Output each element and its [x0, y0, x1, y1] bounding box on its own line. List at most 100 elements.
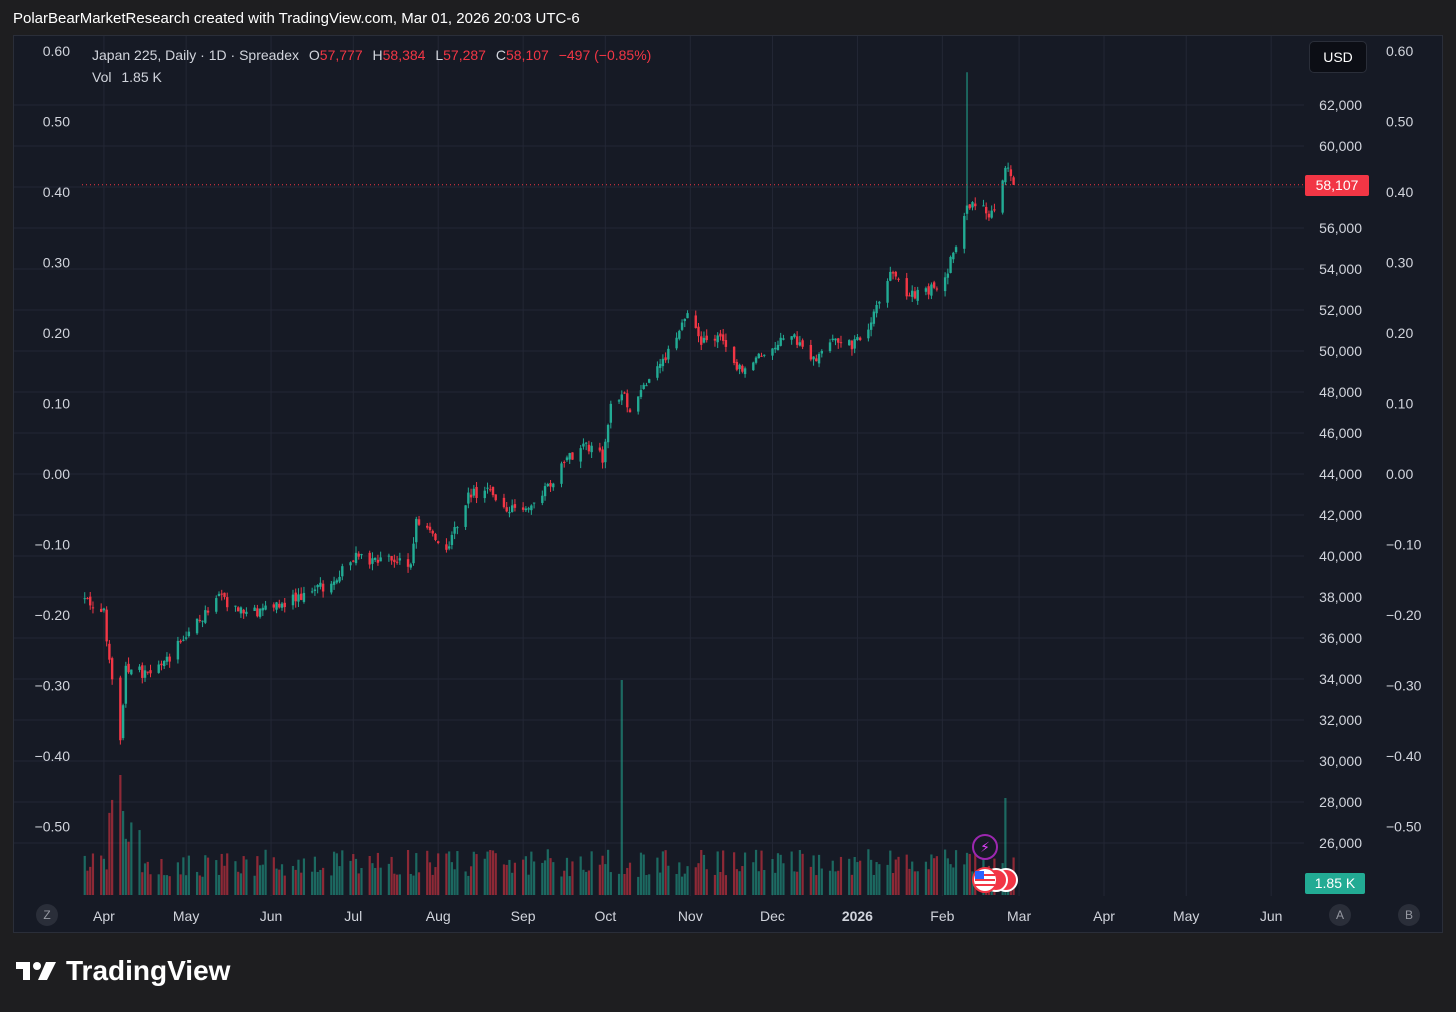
- volume-label[interactable]: Vol: [92, 69, 112, 85]
- time-tick-label: Dec: [760, 908, 785, 924]
- price-tick-label: 36,000: [1319, 630, 1362, 646]
- candle-body: [198, 619, 202, 621]
- price-tick-label: 38,000: [1319, 589, 1362, 605]
- price-tick-label: 54,000: [1319, 261, 1362, 277]
- candle-body: [735, 361, 739, 370]
- candle-body: [390, 555, 393, 561]
- candle-body: [201, 620, 204, 622]
- volume-bar: [406, 850, 410, 895]
- lightning-icon[interactable]: ⚡: [972, 834, 998, 860]
- candle-body: [335, 580, 339, 583]
- currency-button[interactable]: USD: [1309, 41, 1367, 73]
- volume-bar: [445, 853, 448, 895]
- volume-bar: [620, 680, 623, 895]
- pane-tick-label-right: 0.50: [1386, 114, 1413, 130]
- candle-body: [1012, 177, 1015, 185]
- volume-bar: [198, 875, 201, 895]
- chart-pane[interactable]: [13, 35, 1443, 933]
- pane-tick-label-left: −0.10: [35, 537, 71, 553]
- candle-body: [102, 608, 106, 611]
- volume-bar: [639, 852, 643, 895]
- zoom-reset-button[interactable]: Z: [36, 904, 58, 926]
- candle-body: [1004, 167, 1007, 183]
- price-tick-label: 32,000: [1319, 712, 1362, 728]
- candle-body: [713, 338, 717, 341]
- us-flag-icon[interactable]: [970, 866, 1020, 894]
- candle-body: [491, 487, 495, 496]
- candle-body: [571, 452, 574, 460]
- volume-bar: [774, 872, 777, 895]
- settings-b-button[interactable]: B: [1398, 904, 1420, 926]
- candle-body: [963, 216, 966, 249]
- volume-bar: [86, 870, 89, 895]
- candle-body: [954, 247, 958, 253]
- volume-bar: [867, 849, 870, 895]
- volume-bar: [83, 855, 86, 895]
- volume-bar: [678, 862, 681, 895]
- candle-body: [330, 583, 333, 593]
- volume-bar: [160, 858, 163, 895]
- symbol-label[interactable]: Japan 225, Daily · 1D · Spreadex: [92, 47, 299, 63]
- candle-body: [949, 256, 952, 273]
- candle-body: [121, 705, 125, 739]
- volume-bar: [642, 854, 645, 895]
- volume-bar: [686, 866, 689, 895]
- candle-body: [626, 393, 629, 408]
- candle-body: [130, 669, 133, 675]
- volume-bar: [124, 838, 127, 895]
- volume-bar: [302, 858, 306, 895]
- candle-body: [974, 203, 977, 207]
- candle-body: [472, 488, 476, 496]
- volume-bar: [168, 876, 171, 895]
- candle-body: [656, 366, 659, 378]
- candle-body: [817, 354, 821, 364]
- volume-bar: [489, 850, 492, 895]
- candle-body: [354, 552, 358, 564]
- price-tick-label: 44,000: [1319, 466, 1362, 482]
- tradingview-brand[interactable]: TradingView: [16, 955, 230, 987]
- volume-bar: [89, 866, 92, 895]
- candle-body: [349, 562, 352, 566]
- volume-bar: [508, 859, 511, 895]
- auto-scale-button[interactable]: A: [1329, 904, 1351, 926]
- candle-body: [502, 497, 506, 508]
- volume-bar: [165, 875, 169, 895]
- candle-body: [456, 527, 459, 529]
- candle-body: [141, 665, 144, 678]
- candle-body: [447, 546, 451, 549]
- volume-bar: [291, 865, 295, 895]
- pane-tick-label-left: −0.30: [35, 678, 71, 694]
- candle-body: [157, 664, 160, 673]
- candle-body: [932, 282, 936, 288]
- volume-bar: [111, 799, 114, 895]
- volume-bar: [524, 856, 527, 895]
- candle-body: [379, 557, 382, 562]
- close-label: C: [495, 47, 506, 63]
- candle-body: [908, 295, 911, 297]
- candle-body: [124, 665, 128, 704]
- candle-body: [924, 288, 928, 292]
- candle-body: [86, 598, 89, 600]
- volume-bar: [431, 874, 434, 895]
- candle-body: [645, 385, 648, 387]
- candle-body: [667, 348, 670, 360]
- volume-bar: [349, 860, 352, 895]
- volume-bar: [472, 851, 475, 895]
- candle-body: [628, 409, 632, 413]
- close-value: 58,107: [505, 47, 549, 63]
- candle-body: [220, 593, 223, 595]
- candle-body: [149, 670, 152, 674]
- time-tick-label: Jun: [1260, 908, 1283, 924]
- candle-body: [434, 533, 437, 540]
- volume-bar: [437, 853, 440, 895]
- volume-tag: 1.85 K: [1305, 873, 1365, 894]
- volume-bar: [946, 858, 949, 895]
- candle-body: [875, 304, 878, 314]
- volume-bar: [245, 859, 248, 895]
- volume-bar: [141, 872, 144, 895]
- volume-bar: [409, 873, 412, 895]
- volume-bar: [924, 861, 928, 895]
- candle-body: [891, 272, 895, 274]
- volume-bar: [522, 859, 525, 895]
